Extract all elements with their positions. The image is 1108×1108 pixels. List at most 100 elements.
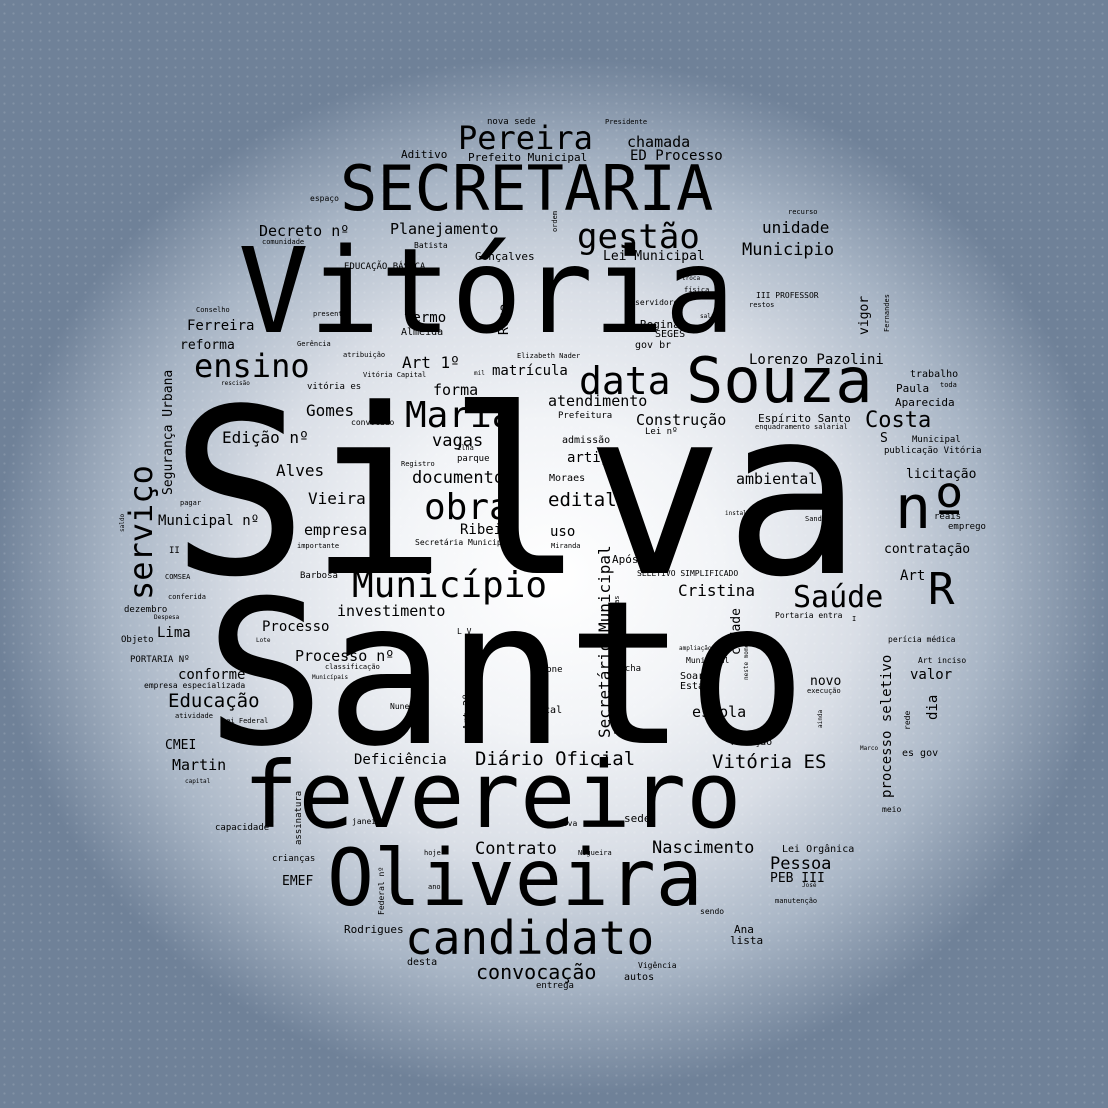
word-ensino: ensino (194, 347, 310, 385)
word-sandra: Sandra (805, 515, 831, 523)
word-art-2: Art 2º (462, 693, 473, 730)
word-presente: presente (313, 310, 347, 318)
word-publicacao-vitoria: publicação Vitória (884, 446, 982, 456)
word-prefeito-municipal: Prefeito Municipal (468, 151, 588, 164)
word-art-3: Art 3º (613, 709, 621, 735)
word-pessoa: Pessoa (770, 854, 832, 874)
word-soares: Soares (680, 671, 717, 682)
word-portaria-entra: Portaria entra (775, 611, 843, 620)
word-prefeitura: Prefeitura (558, 411, 613, 421)
word-atribuicao: atribuição (343, 351, 386, 359)
word-ampliacao: ampliação (679, 645, 712, 652)
word-servico: serviço (122, 465, 160, 600)
word-nogueira: Nogueira (578, 849, 612, 857)
word-vitoria-es-small: vitória es (307, 382, 362, 392)
word-manutencao: manutenção (775, 897, 818, 905)
word-janeiro: janeiro (352, 817, 386, 826)
word-edital: edital (548, 489, 617, 511)
word-silva: Silva (170, 361, 863, 628)
word-emef: EMEF (282, 874, 314, 889)
word-convocacao: convocação (476, 960, 597, 984)
word-emprego: emprego (948, 522, 986, 532)
word-gov-br: gov br (635, 340, 672, 351)
word-estado: Estado (680, 681, 717, 692)
word-parque: parque (457, 454, 490, 464)
word-ano: ano (428, 883, 441, 891)
word-aditivo: Aditivo (401, 148, 448, 161)
word-art: Art (900, 568, 926, 584)
word-hoje: hoje (424, 849, 441, 857)
word-conforme: conforme (178, 667, 246, 683)
word-diario-oficial: Diário Oficial (475, 748, 636, 770)
word-documento: documento (412, 468, 505, 488)
word-almeida: Almeida (401, 327, 444, 338)
word-pagar: pagar (180, 499, 202, 507)
word-lei-organica: Lei Orgânica (782, 844, 855, 855)
word-ana: Ana (734, 923, 754, 936)
word-batista: Batista (414, 241, 448, 250)
word-registro: Registro (401, 460, 435, 468)
word-servidores: servidores (635, 298, 684, 307)
word-lima: Lima (157, 625, 191, 641)
word-conferida: conferida (168, 593, 206, 601)
word-moraes: Moraes (549, 473, 586, 484)
word-capacidade: capacidade (215, 823, 270, 833)
word-oliveira: Oliveira (327, 834, 703, 924)
word-gomes: Gomes (306, 401, 355, 420)
word-municipal-small: Municipal (912, 435, 961, 445)
word-recurso: recurso (788, 208, 818, 216)
word-miranda: Miranda (551, 542, 581, 550)
word-admissao: admissão (562, 435, 611, 446)
word-espaco: espaço (310, 194, 339, 203)
word-municipais: Municípais (312, 674, 349, 681)
word-dezembro: dezembro (124, 605, 168, 615)
word-peb-iii: PEB III (770, 871, 825, 886)
word-rescisao: rescisão (221, 380, 250, 387)
word-decreto: Decreto nº (259, 222, 350, 240)
word-lei-n: Lei nº (645, 427, 678, 437)
word-mil: mil (474, 370, 485, 377)
word-cmei: CMEI (165, 738, 197, 753)
word-souza: Souza (686, 344, 873, 417)
word-restos: restos (749, 301, 775, 309)
word-processo: Processo (262, 619, 330, 635)
word-chamada: chamada (627, 133, 691, 151)
word-municipio-2: Municipio (742, 240, 835, 260)
word-contrato: Contrato (475, 839, 557, 859)
word-conselho: Conselho (196, 306, 230, 314)
word-vigencia: Vigência (638, 961, 677, 970)
word-escola: escola (692, 703, 747, 721)
word-data: data (579, 359, 671, 403)
word-convocado: convocado (351, 418, 395, 427)
word-saldo: saldo (119, 513, 126, 532)
word-atividade: atividade (175, 712, 213, 720)
word-r: R (928, 564, 955, 615)
word-cristina: Cristina (678, 581, 756, 600)
word-ed-processo: ED Processo (630, 148, 723, 164)
word-construcao: Construção (636, 411, 727, 429)
word-seletivo-simplificado: SELETIVO SIMPLIFICADO (637, 569, 739, 578)
word-empresa: empresa (304, 521, 368, 539)
word-classificacao: classificação (325, 663, 380, 671)
word-vitoria-es: Vitória ES (712, 751, 827, 773)
word-obra: obra (424, 487, 511, 528)
word-capital: capital (185, 778, 211, 785)
word-secretario-municipal: Secretário Municipal (595, 545, 614, 738)
word-educacao-basica: EDUCAÇÃO BÁSICA (344, 262, 426, 272)
word-art-1: Art 1º (402, 353, 460, 372)
word-martin: Martin (172, 756, 227, 774)
word-ribeiro: Ribeiro (460, 522, 520, 538)
word-enquadramento-salarial: enquadramento salarial (755, 423, 848, 431)
word-vagas: vagas (432, 431, 484, 451)
word-ainda: ainda (817, 709, 824, 728)
word-forma: forma (433, 381, 479, 399)
word-lei-municipal: Lei Municipal (603, 249, 705, 264)
word-planejamento: Planejamento (390, 220, 499, 238)
word-edicao: Edição nº (222, 428, 309, 447)
word-dia: dia (925, 694, 941, 720)
word-elizabeth-nader: Elizabeth Nader (517, 352, 581, 360)
word-objeto: Objeto (121, 635, 154, 645)
word-artigo: artigo (567, 450, 618, 466)
word-portaria-n: PORTARIA Nº (130, 655, 190, 665)
word-sala: sala (700, 313, 715, 320)
